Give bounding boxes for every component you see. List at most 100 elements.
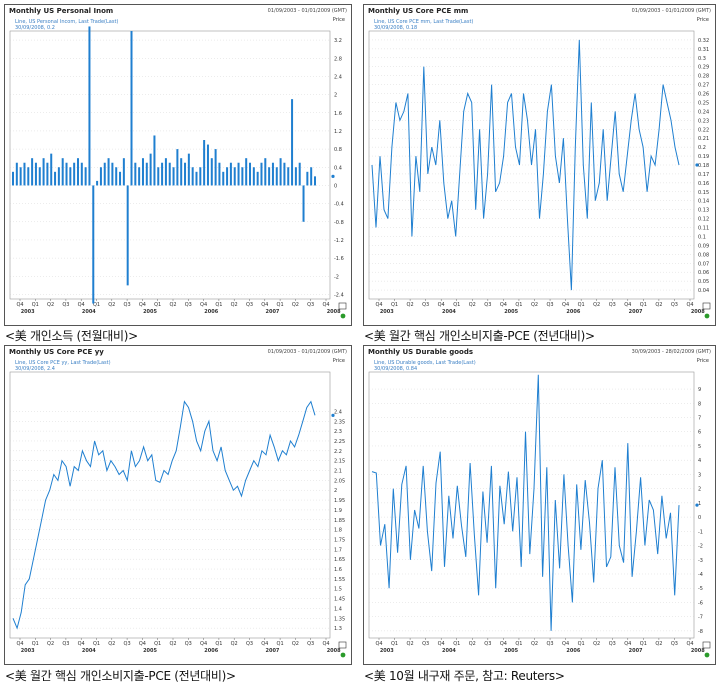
y-tick-label: 1.9 [334, 508, 342, 514]
y-tick-label: 2.3 [334, 429, 342, 435]
chart-title: Monthly US Personal Inom [9, 7, 114, 15]
y-tick-label: 0.8 [334, 147, 342, 153]
legend-line-1: Line, US Durable goods, Last Trade(Last) [374, 360, 476, 366]
x-year-label: 2006 [204, 648, 218, 654]
x-tick-label: Q4 [438, 641, 445, 647]
series-line [371, 374, 680, 631]
chart-legend: Line, US Durable goods, Last Trade(Last)… [374, 360, 476, 372]
y-tick-label: -3 [698, 558, 703, 564]
y-tick-label: -1.6 [334, 256, 344, 262]
x-tick-label: Q1 [578, 641, 585, 647]
y-tick-label: -8 [698, 629, 703, 635]
x-tick-label: Q4 [500, 641, 507, 647]
last-value-marker [331, 174, 335, 178]
chart-plot-personal-income: 3.2 2.8 2.4 2 1.6 1.2 0.8 0.4 0 -0.4 -0.8 -1.2 -1.6 -… [9, 26, 347, 319]
x-year-label: 2007 [265, 309, 279, 315]
y-tick-label: 0.18 [698, 163, 709, 169]
chart-legend: Line, US Personal Incom, Last Trade(Last… [15, 19, 118, 31]
x-tick-label: Q1 [215, 302, 222, 308]
y-tick-label: 5 [698, 444, 701, 450]
data-bar [54, 171, 57, 186]
y-tick-label: 0.25 [698, 100, 709, 106]
chart-legend: Line, US Core PCE yy, Last Trade(Last) 3… [15, 360, 111, 372]
y-tick-label: 1.7 [334, 547, 342, 553]
y-tick-label: 2.4 [334, 74, 342, 80]
x-tick-label: Q4 [16, 302, 23, 308]
y-tick-label: 0.28 [698, 74, 709, 80]
chart-title: Monthly US Durable goods [368, 348, 474, 356]
data-bar [134, 162, 137, 186]
y-tick-label: 0.22 [698, 127, 709, 133]
x-tick-label: Q4 [562, 302, 569, 308]
x-year-label: 2004 [82, 648, 96, 654]
x-tick-label: Q2 [407, 302, 414, 308]
last-value-marker [695, 163, 699, 167]
data-bar [19, 167, 22, 186]
y-tick-label: 0.23 [698, 118, 709, 124]
y-tick-label: -4 [698, 572, 703, 578]
x-year-label: 2007 [629, 309, 643, 315]
data-bar [115, 167, 118, 186]
legend-line-1: Line, US Core PCE yy, Last Trade(Last) [15, 360, 111, 366]
y-tick-label: 3.2 [334, 38, 342, 44]
data-bar [38, 167, 41, 186]
data-bar [226, 167, 229, 186]
chart-panel-core-pce-mm: Monthly US Core PCE mm 01/09/2003 - 01/0… [363, 4, 716, 326]
y-tick-label: 2.35 [334, 419, 345, 425]
x-tick-label: Q4 [322, 641, 329, 647]
x-tick-label: Q3 [609, 641, 616, 647]
y-tick-label: 0.2 [698, 145, 706, 151]
x-tick-label: Q2 [593, 302, 600, 308]
chart-date-range: 01/09/2003 - 01/01/2009 (GMT) [631, 8, 711, 14]
data-bar [268, 167, 271, 186]
data-bar [69, 167, 72, 186]
x-tick-label: Q2 [407, 641, 414, 647]
data-bar [306, 171, 309, 186]
y-tick-label: -2 [698, 544, 703, 550]
y-tick-label: 0.07 [698, 261, 709, 267]
y-tick-label: 9 [698, 387, 701, 393]
caption-durable-goods: <美 10월 내구재 주문, 참고: Reuters> [364, 669, 565, 683]
x-tick-label: Q3 [307, 641, 314, 647]
y-tick-label: -0.4 [334, 202, 344, 208]
y-tick-label: 0.06 [698, 270, 709, 276]
x-tick-label: Q2 [655, 641, 662, 647]
series-line [12, 400, 316, 630]
data-bar [138, 167, 141, 186]
x-tick-label: Q2 [292, 302, 299, 308]
x-tick-label: Q1 [215, 641, 222, 647]
y-tick-label: 2 [334, 488, 337, 494]
x-tick-label: Q4 [139, 641, 146, 647]
data-bar [210, 158, 213, 186]
data-bar [203, 140, 206, 186]
data-bar [73, 162, 76, 186]
zoom-box-icon [338, 302, 347, 310]
price-axis-label: Price [332, 17, 345, 23]
data-bar [252, 167, 255, 186]
x-year-label: 2003 [21, 309, 35, 315]
data-bar [164, 158, 167, 186]
status-dot-icon [340, 652, 346, 658]
x-tick-label: Q2 [108, 641, 115, 647]
x-tick-label: Q4 [624, 641, 631, 647]
y-tick-label: 2.15 [334, 459, 345, 465]
y-tick-label: 0.26 [698, 92, 709, 98]
x-tick-label: Q1 [640, 302, 647, 308]
x-tick-label: Q4 [375, 641, 382, 647]
legend-line-1: Line, US Core PCE mm, Last Trade(Last) [374, 19, 474, 25]
y-tick-label: 1 [698, 501, 701, 507]
y-tick-label: -5 [698, 586, 703, 592]
x-tick-label: Q2 [231, 302, 238, 308]
x-year-label: 2005 [143, 648, 157, 654]
y-tick-label: 2 [334, 93, 337, 99]
data-bar [23, 162, 26, 186]
y-tick-label: 1.45 [334, 597, 345, 603]
chart-legend: Line, US Core PCE mm, Last Trade(Last) 3… [374, 19, 473, 31]
price-axis-label: Price [696, 358, 709, 364]
y-tick-label: -1 [698, 529, 703, 535]
x-tick-label: Q3 [185, 302, 192, 308]
data-bar [294, 167, 297, 186]
data-bar [222, 171, 225, 186]
y-tick-label: 6 [698, 430, 701, 436]
x-year-label: 2004 [82, 309, 96, 315]
